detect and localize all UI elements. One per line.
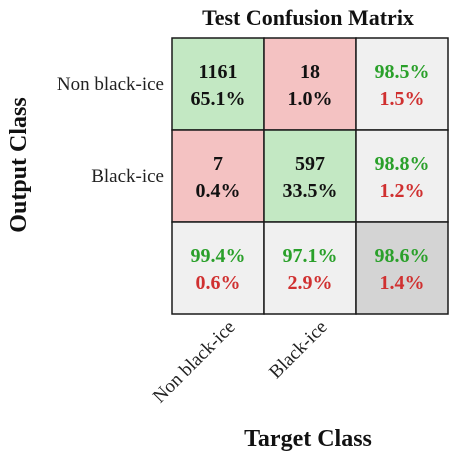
matrix-cell-1-0 (171, 129, 265, 223)
row-summary-0-line2: 1.5% (380, 88, 425, 110)
x-tick-label-0: Non black-ice (149, 317, 240, 408)
matrix-cell-0-0-line2: 65.1% (191, 88, 246, 110)
column-summary-1-line2: 2.9% (288, 272, 333, 294)
y-tick-label-1: Black-ice (91, 166, 164, 187)
matrix-cells (171, 37, 449, 315)
column-summary-cell-0 (171, 221, 265, 315)
overall-cell (355, 221, 449, 315)
matrix-cell-1-1 (263, 129, 357, 223)
matrix-cell-1-1-line2: 33.5% (283, 180, 338, 202)
matrix-cell-0-0 (171, 37, 265, 131)
column-summary-cell-1 (263, 221, 357, 315)
column-summary-0-line2: 0.6% (196, 272, 241, 294)
matrix-cell-0-0-line1: 1161 (199, 61, 238, 83)
matrix-cell-1-0-line1: 7 (213, 153, 223, 175)
row-summary-0-line1: 98.5% (375, 61, 430, 83)
matrix-cell-0-1-line1: 18 (300, 61, 320, 83)
row-summary-cell-1 (355, 129, 449, 223)
row-summary-1-line2: 1.2% (380, 180, 425, 202)
x-tick-label-1: Black-ice (265, 317, 331, 383)
x-axis-title: Target Class (244, 426, 372, 452)
row-summary-cell-0 (355, 37, 449, 131)
column-summary-1-line1: 97.1% (283, 245, 338, 267)
chart-title: Test Confusion Matrix (202, 5, 414, 30)
column-summary-0-line1: 99.4% (191, 245, 246, 267)
y-tick-label-0: Non black-ice (57, 74, 164, 95)
matrix-cell-0-1-line2: 1.0% (288, 88, 333, 110)
matrix-cell-1-0-line2: 0.4% (196, 180, 241, 202)
row-summary-1-line1: 98.8% (375, 153, 430, 175)
matrix-cell-0-1 (263, 37, 357, 131)
overall-accuracy-line2: 1.4% (380, 272, 425, 294)
matrix-cell-1-1-line1: 597 (295, 153, 325, 175)
y-axis-title: Output Class (6, 97, 32, 232)
overall-accuracy-line1: 98.6% (375, 245, 430, 267)
